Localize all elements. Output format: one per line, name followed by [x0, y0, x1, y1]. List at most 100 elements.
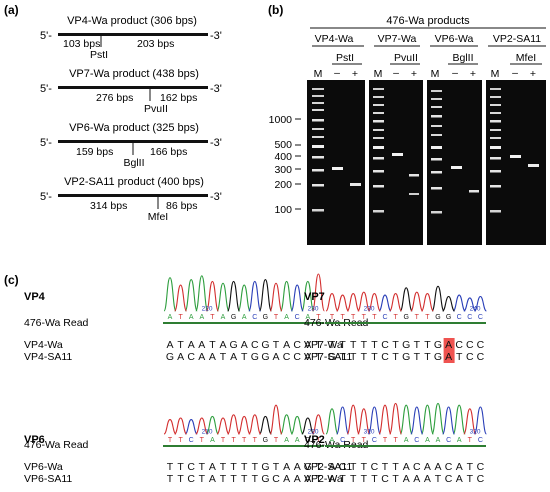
ladder-band — [373, 112, 384, 114]
trace-peak — [205, 280, 219, 312]
reference-label: VP4-SA11 — [24, 351, 72, 363]
construct-vp7: VP7-Wa product (438 bps) 5'- -3' 276 bps… — [40, 68, 222, 115]
ladder-band — [490, 210, 501, 213]
lane-label: + — [470, 68, 476, 80]
read-base: A — [168, 314, 173, 321]
reference-base: A — [456, 461, 463, 473]
reference-base: T — [361, 473, 368, 485]
reference-base: T — [315, 461, 322, 473]
reference-base: A — [424, 473, 431, 485]
trace-peak — [227, 414, 241, 435]
reference-base: C — [445, 461, 453, 473]
ladder-band — [431, 187, 442, 190]
reference-base: A — [177, 351, 184, 363]
dna-bar — [58, 33, 208, 36]
trace-peak — [163, 277, 177, 312]
right-fragment-length: 203 bps — [137, 38, 174, 50]
gel-name: VP7-Wa — [378, 33, 417, 45]
read-base: A — [221, 314, 226, 321]
read-base: A — [284, 437, 289, 444]
ladder-band — [490, 129, 501, 131]
trace-peak — [195, 417, 209, 435]
gel-image — [486, 80, 546, 245]
read-base: T — [372, 314, 377, 321]
enzyme-label: MfeI — [148, 211, 168, 223]
trace-peak — [442, 406, 456, 435]
lane-label: M — [314, 68, 323, 80]
reference-base: A — [294, 473, 301, 485]
read-label: 476-Wa Read — [24, 317, 89, 329]
trace-peak — [184, 419, 198, 435]
reference-base: A — [272, 351, 279, 363]
gene-name: VP4 — [24, 291, 46, 303]
reference-base: G — [261, 339, 269, 351]
ladder-band — [312, 95, 324, 97]
reference-base: A — [445, 351, 452, 363]
trace-peak — [442, 295, 455, 312]
enzyme-label: PvuII — [394, 52, 418, 64]
trace-peak — [280, 280, 294, 312]
reference-base: C — [413, 461, 421, 473]
reference-label: VP2-Wa — [304, 473, 343, 485]
read-base: A — [425, 437, 430, 444]
lane-label: – — [452, 67, 458, 79]
ladder-band — [312, 136, 324, 138]
reference-base: T — [371, 351, 378, 363]
sample-band — [409, 174, 419, 177]
reference-base: A — [283, 339, 290, 351]
reference-base: A — [456, 473, 463, 485]
reference-base: T — [199, 461, 206, 473]
reference-base: G — [434, 351, 442, 363]
enzyme-label: BglII — [123, 157, 144, 169]
size-marker-axis: 1000 500 400 300 200 100 — [269, 114, 301, 216]
left-fragment-length: 159 bps — [76, 146, 113, 158]
trace-peak — [280, 414, 294, 435]
reference-base: G — [434, 339, 442, 351]
reference-base: A — [328, 461, 335, 473]
read-base: G — [263, 437, 268, 444]
read-base: T — [393, 437, 398, 444]
reference-base: A — [209, 461, 216, 473]
trace-peak — [357, 408, 371, 435]
trace-peak — [248, 414, 262, 435]
three-prime-end: -3' — [210, 191, 222, 203]
ladder-band — [490, 137, 501, 139]
trace-peak — [227, 280, 241, 312]
reference-base: G — [261, 351, 269, 363]
reference-base: A — [403, 461, 410, 473]
reference-base: T — [350, 339, 357, 351]
trace-peak — [399, 287, 413, 312]
trace-peak — [463, 408, 477, 435]
reference-base: T — [414, 339, 421, 351]
read-base: C — [414, 437, 419, 444]
reference-base: C — [381, 473, 389, 485]
read-base: T — [351, 437, 356, 444]
reference-base: A — [304, 351, 311, 363]
construct-vp6: VP6-Wa product (325 bps) 5'- -3' 159 bps… — [40, 122, 222, 169]
reference-base: C — [445, 473, 453, 485]
enzyme-label: MfeI — [516, 52, 536, 64]
trace-peak — [174, 417, 187, 435]
reference-base: T — [241, 351, 248, 363]
read-base: T — [200, 437, 205, 444]
trace-peak — [420, 404, 434, 435]
five-prime-end: 5'- — [40, 191, 52, 203]
reference-base: T — [167, 461, 174, 473]
trace-peak — [248, 280, 262, 312]
reference-base: T — [467, 461, 474, 473]
trace-peak — [216, 282, 230, 312]
gene-name: VP6 — [24, 434, 45, 446]
reference-base: T — [392, 473, 399, 485]
position-tick: 310 — [364, 429, 375, 436]
read-base: T — [274, 314, 279, 321]
ladder-band — [431, 134, 442, 136]
reference-base: A — [198, 339, 205, 351]
reference-base: T — [371, 473, 378, 485]
reference-base: C — [251, 339, 259, 351]
ladder-band — [490, 157, 501, 160]
reference-base: T — [273, 461, 280, 473]
sample-band — [350, 183, 361, 186]
reference-base: G — [402, 339, 410, 351]
dna-bar — [58, 86, 208, 89]
